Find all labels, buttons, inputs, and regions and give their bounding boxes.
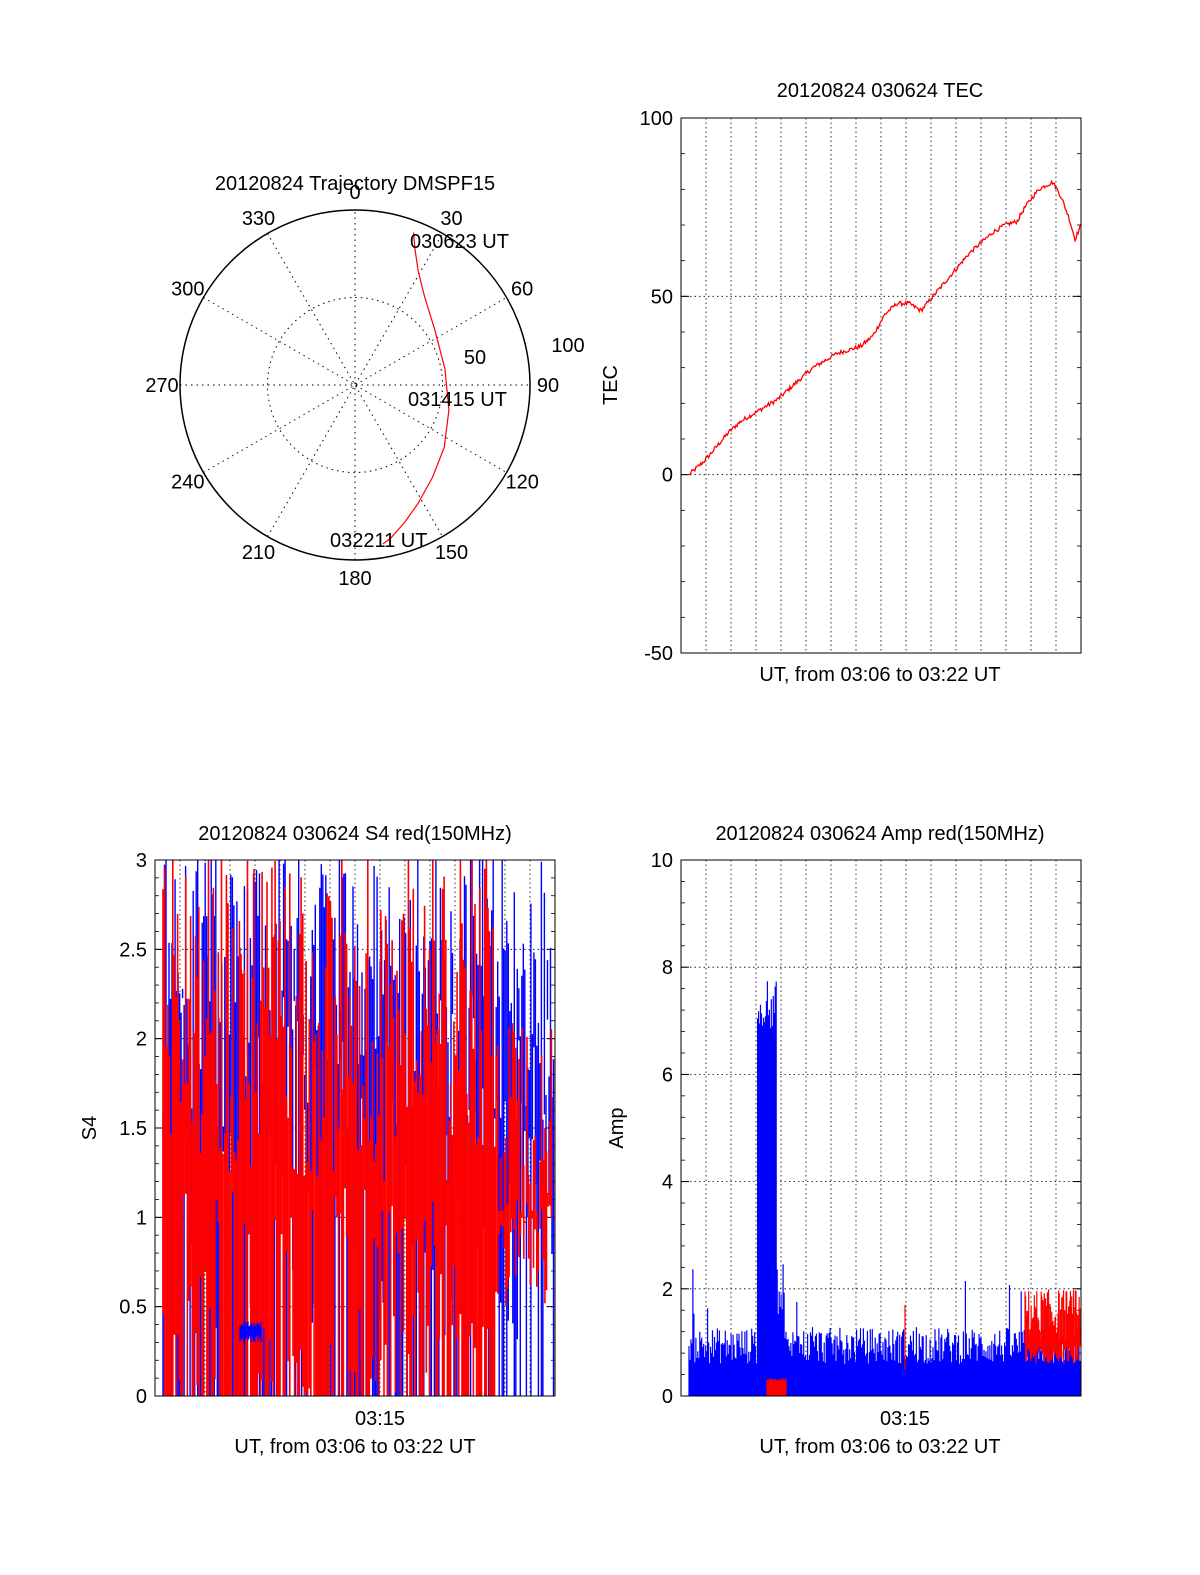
polar-azimuth-label: 60	[511, 279, 533, 301]
y-tick-label: 1.5	[119, 1118, 147, 1140]
s4-y-axis-label: S4	[79, 1116, 101, 1140]
y-tick-label: 8	[662, 957, 673, 979]
polar-title: 20120824 Trajectory DMSPF15	[215, 173, 495, 195]
polar-grid	[180, 210, 530, 560]
tec-grid	[681, 117, 1081, 654]
polar-azimuth-label: 120	[505, 472, 538, 494]
amp-plot-frame	[680, 859, 1082, 1397]
trajectory-track	[382, 232, 450, 545]
polar-outer-circle	[179, 209, 531, 561]
polar-azimuth-label: 300	[171, 279, 204, 301]
trajectory-end-label: 032211 UT	[330, 530, 427, 552]
polar-azimuth-label: 0	[349, 182, 360, 204]
polar-azimuth-label: 30	[440, 208, 462, 230]
polar-grid-spoke	[203, 297, 507, 473]
polar-azimuth-label: 270	[145, 375, 178, 397]
tec-x-axis-label: UT, from 03:06 to 03:22 UT	[759, 664, 1000, 686]
y-tick-label: 2.5	[119, 939, 147, 961]
tec-y-tick-labels: 100 50 0 -50	[640, 108, 673, 665]
amp-blue-series	[688, 981, 1081, 1396]
polar-grid-spoke	[267, 233, 443, 537]
amp-x-axis-label: UT, from 03:06 to 03:22 UT	[759, 1436, 1000, 1458]
amp-y-tick-labels: 10 8 6 4 2 0	[651, 850, 673, 1408]
s4-blue-cluster	[239, 1321, 262, 1343]
polar-azimuth-label: 180	[338, 568, 371, 590]
polar-azimuth-labels: 0 30 60 90 120 150 180 210 240 270 300 330	[145, 182, 559, 590]
trajectory-mid-label: 031415 UT	[408, 389, 507, 411]
y-tick-label: 10	[651, 850, 673, 872]
y-tick-label: 50	[651, 286, 673, 308]
tec-chart: 20120824 030624 TEC 100 50 0 -50 UT, from 0…	[600, 80, 1082, 686]
s4-chart: 20120824 030624 S4 red(150MHz) 3 2.5 2 1.5 1…	[79, 823, 556, 1458]
tec-title: 20120824 030624 TEC	[777, 80, 983, 102]
polar-radial-label-100: 100	[551, 335, 584, 357]
polar-grid-spoke	[267, 233, 443, 537]
y-tick-label: 6	[662, 1064, 673, 1086]
y-tick-label: 2	[662, 1279, 673, 1301]
polar-azimuth-label: 90	[537, 375, 559, 397]
s4-series	[162, 860, 555, 1396]
tec-y-axis-label: TEC	[600, 365, 622, 405]
amp-grid	[681, 859, 1081, 1397]
polar-radial-label-50: 50	[464, 347, 486, 369]
s4-x-tick-label: 03:15	[355, 1408, 405, 1430]
y-tick-label: 0	[662, 465, 673, 487]
polar-grid-ring	[267, 297, 443, 473]
s4-title: 20120824 030624 S4 red(150MHz)	[198, 823, 512, 845]
y-tick-label: 0	[136, 1386, 147, 1408]
y-tick-label: 4	[662, 1172, 673, 1194]
amp-series	[688, 981, 1081, 1396]
s4-red-series	[162, 860, 553, 1396]
amp-x-tick-label: 03:15	[880, 1408, 930, 1430]
y-tick-label: 2	[136, 1029, 147, 1051]
trajectory-polar-chart: 20120824 Trajectory DMSPF15 0 30 60 90 120 15…	[145, 173, 584, 590]
amp-chart: 20120824 030624 Amp red(150MHz) 1086420 …	[606, 823, 1082, 1458]
s4-y-tick-labels: 3 2.5 2 1.5 1 0.5 0	[119, 850, 147, 1408]
s4-x-axis-label: UT, from 03:06 to 03:22 UT	[234, 1436, 475, 1458]
polar-azimuth-label: 240	[171, 472, 204, 494]
y-tick-label: 1	[136, 1207, 147, 1229]
amp-y-axis-label: Amp	[606, 1107, 628, 1148]
tec-plot-frame	[680, 117, 1082, 654]
polar-azimuth-label: 210	[242, 542, 275, 564]
y-tick-label: -50	[644, 643, 673, 665]
trajectory-start-label: 030623 UT	[410, 231, 509, 253]
amp-title: 20120824 030624 Amp red(150MHz)	[715, 823, 1044, 845]
polar-azimuth-label: 150	[435, 542, 468, 564]
tec-series-line	[688, 179, 1082, 476]
s4-plot-frame	[154, 859, 556, 1397]
polar-azimuth-label: 330	[242, 208, 275, 230]
amp-red-series	[766, 1289, 1081, 1396]
y-tick-label: 100	[640, 108, 673, 130]
y-tick-label: 3	[136, 850, 147, 872]
y-tick-label: 0	[662, 1386, 673, 1408]
y-tick-label: 0.5	[119, 1297, 147, 1319]
polar-grid-spoke	[203, 297, 507, 473]
